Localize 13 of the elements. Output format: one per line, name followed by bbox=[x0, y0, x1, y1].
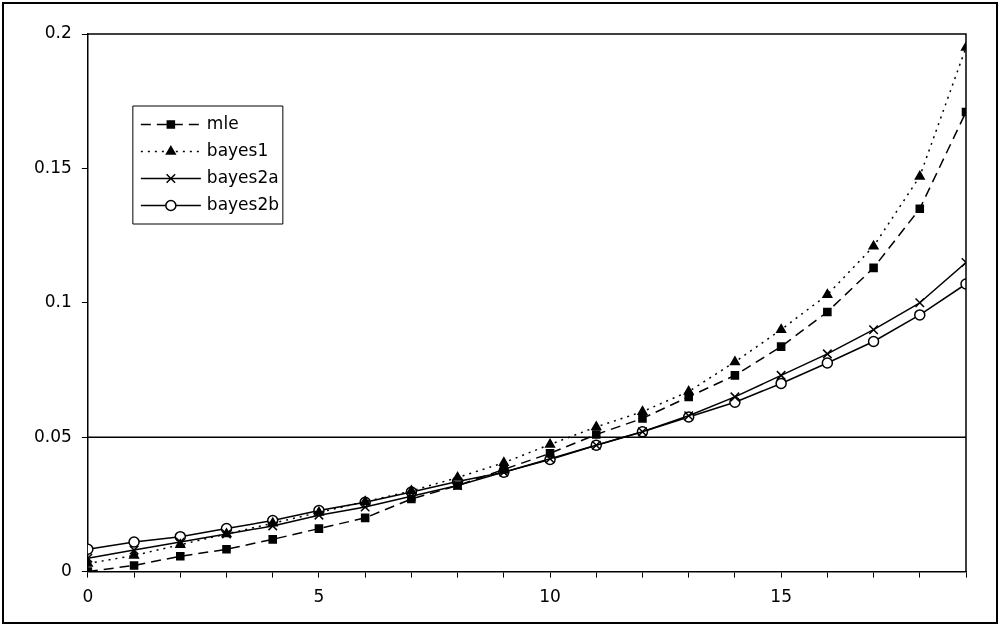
legend-label: bayes2b bbox=[206, 193, 280, 214]
y-tick-label: 0.2 bbox=[44, 22, 72, 43]
x-tick-label: 15 bbox=[770, 586, 792, 607]
legend-label: bayes2a bbox=[206, 166, 279, 187]
legend-label: bayes1 bbox=[206, 139, 269, 160]
x-tick-label: 10 bbox=[539, 586, 561, 607]
y-tick-label: 0.15 bbox=[33, 156, 72, 177]
y-tick-label: 0.1 bbox=[44, 291, 72, 312]
x-tick-label: 5 bbox=[313, 586, 325, 607]
y-tick-label: 0.05 bbox=[33, 425, 72, 446]
y-tick-label: 0 bbox=[61, 560, 72, 581]
legend-label: mle bbox=[206, 112, 239, 133]
x-tick-label: 0 bbox=[82, 586, 94, 607]
